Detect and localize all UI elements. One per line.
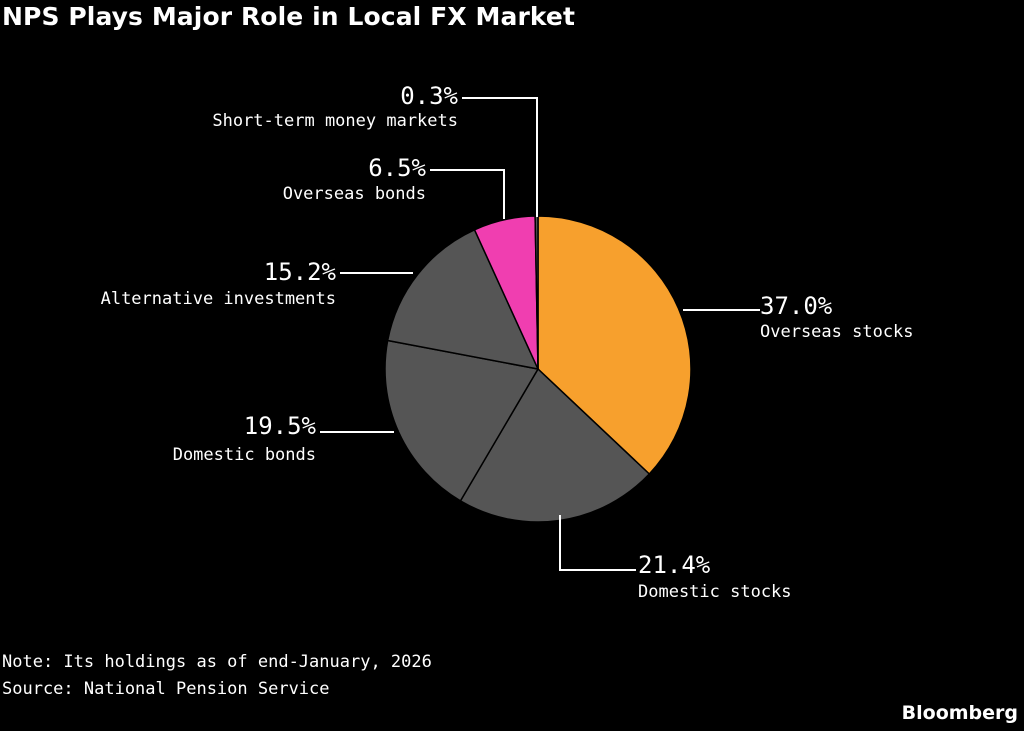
chart-source: Source: National Pension Service	[2, 679, 330, 699]
slice-value-overseas-stocks: 37.0%	[760, 292, 833, 320]
pie-slice-domestic-bonds	[384, 339, 540, 502]
slice-label-domestic-stocks: Domestic stocks	[638, 582, 792, 602]
slice-label-alternative-investments: Alternative investments	[101, 289, 336, 309]
leader-line-domestic-stocks	[559, 515, 636, 571]
slice-value-alternative-investments: 15.2%	[264, 258, 337, 286]
slice-label-short-term-money-markets: Short-term money markets	[212, 111, 458, 131]
slice-value-overseas-bonds: 6.5%	[368, 154, 426, 182]
slice-value-short-term-money-markets: 0.3%	[400, 82, 458, 110]
chart-note: Note: Its holdings as of end-January, 20…	[2, 652, 432, 672]
bloomberg-logo: Bloomberg	[901, 702, 1018, 724]
slice-value-domestic-bonds: 19.5%	[244, 412, 317, 440]
pie-slice-overseas-stocks	[537, 215, 692, 476]
leader-line-overseas-bonds	[430, 169, 505, 219]
slice-label-domestic-bonds: Domestic bonds	[173, 445, 316, 465]
slice-label-overseas-bonds: Overseas bonds	[283, 184, 426, 204]
leader-line-short-term-money-markets	[462, 97, 538, 217]
slice-label-overseas-stocks: Overseas stocks	[760, 322, 914, 342]
pie-slice-alternative-investments	[386, 228, 540, 371]
slice-value-domestic-stocks: 21.4%	[638, 551, 711, 579]
chart-title: NPS Plays Major Role in Local FX Market	[2, 2, 576, 31]
